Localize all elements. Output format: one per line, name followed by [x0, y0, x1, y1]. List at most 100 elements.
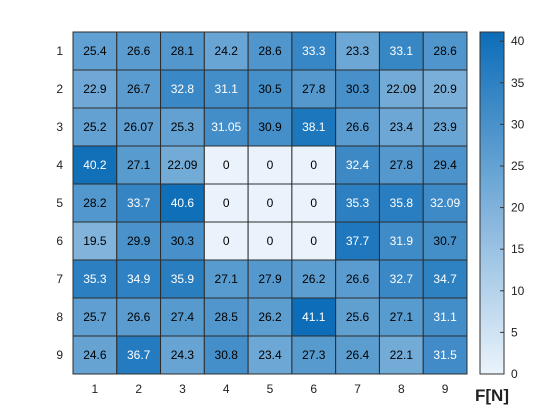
heatmap-cell-label: 33.3: [302, 44, 326, 58]
y-tick-label: 2: [56, 82, 63, 96]
heatmap-cell-label: 26.6: [127, 44, 151, 58]
heatmap-cell-label: 35.3: [83, 272, 107, 286]
heatmap-cell: [247, 107, 293, 147]
heatmap-cell: [72, 145, 118, 185]
heatmap-cell: [160, 69, 205, 109]
heatmap-cell: [160, 297, 205, 337]
heatmap-cell: [72, 69, 118, 109]
heatmap-cell-label: 34.9: [127, 272, 151, 286]
heatmap-cell: [116, 221, 162, 261]
heatmap-cell-label: 22.09: [167, 158, 197, 172]
heatmap-cell-label: 36.7: [127, 348, 151, 362]
heatmap-cell-label: 31.1: [215, 82, 239, 96]
y-tick-label: 4: [56, 158, 63, 172]
heatmap-cell-label: 26.6: [346, 120, 370, 134]
heatmap-cell-label: 27.8: [302, 82, 326, 96]
heatmap-cell-label: 0: [310, 196, 317, 210]
x-tick-label: 9: [442, 382, 449, 396]
heatmap-cell: [291, 31, 337, 71]
heatmap-cell: [422, 297, 468, 337]
heatmap-cell-label: 34.7: [433, 272, 457, 286]
colorbar-label: F[N]: [475, 386, 509, 405]
y-tick-label: 8: [56, 310, 63, 324]
heatmap-cell: [116, 259, 162, 299]
heatmap-cell: [160, 335, 205, 375]
colorbar-tick-label: 20: [511, 201, 525, 215]
heatmap-cell-label: 32.4: [346, 158, 370, 172]
heatmap-cell-label: 19.5: [83, 234, 107, 248]
heatmap-cell-label: 0: [267, 196, 274, 210]
heatmap-cell: [203, 183, 249, 223]
heatmap-cell: [203, 335, 249, 375]
heatmap-cell-label: 33.7: [127, 196, 151, 210]
heatmap-cell-label: 26.07: [124, 120, 154, 134]
heatmap-cell: [116, 31, 162, 71]
y-tick-label: 9: [56, 348, 63, 362]
heatmap-cell: [422, 183, 468, 223]
heatmap-cell: [72, 183, 118, 223]
heatmap-cell: [72, 297, 118, 337]
colorbar-tick-label: 40: [511, 34, 525, 48]
heatmap-cell-label: 30.5: [258, 82, 282, 96]
x-tick-label: 6: [310, 382, 317, 396]
heatmap-cell-label: 25.4: [83, 44, 107, 58]
heatmap-cell-label: 30.3: [346, 82, 370, 96]
x-tick-label: 8: [398, 382, 405, 396]
heatmap-cell-label: 38.1: [302, 120, 326, 134]
heatmap-cell-label: 32.8: [171, 82, 195, 96]
heatmap-cell-label: 0: [223, 158, 230, 172]
heatmap-cell: [422, 107, 468, 147]
heatmap-cell-label: 0: [223, 196, 230, 210]
heatmap-cell-label: 26.4: [346, 348, 370, 362]
heatmap-cell: [116, 145, 162, 185]
heatmap-cell: [335, 297, 380, 337]
heatmap-cell-label: 0: [223, 234, 230, 248]
heatmap-cell-label: 26.7: [127, 82, 151, 96]
heatmap-cell: [160, 107, 205, 147]
heatmap-cell-label: 37.7: [346, 234, 370, 248]
colorbar-tick-label: 10: [511, 284, 525, 298]
heatmap-cell-label: 27.4: [171, 310, 195, 324]
heatmap-cell-label: 40.6: [171, 196, 195, 210]
heatmap-cell: [160, 221, 205, 261]
heatmap-cell-label: 26.2: [258, 310, 282, 324]
heatmap-cell-label: 31.05: [211, 120, 241, 134]
colorbar-tick-label: 15: [511, 242, 525, 256]
heatmap-cell-label: 24.6: [83, 348, 107, 362]
heatmap-cell-label: 26.6: [346, 272, 370, 286]
heatmap-cell: [116, 335, 162, 375]
heatmap-cell-label: 27.9: [258, 272, 282, 286]
heatmap-cell-label: 22.9: [83, 82, 107, 96]
colorbar-tick-label: 30: [511, 117, 525, 131]
heatmap-cell-label: 28.5: [215, 310, 239, 324]
y-tick-label: 3: [56, 120, 63, 134]
heatmap-cell: [291, 183, 337, 223]
heatmap-cell-label: 33.1: [390, 44, 414, 58]
heatmap-cell: [378, 31, 424, 71]
heatmap-cell-label: 0: [267, 158, 274, 172]
x-tick-label: 5: [267, 382, 274, 396]
heatmap-cell: [422, 145, 468, 185]
heatmap-cell: [203, 145, 249, 185]
heatmap-cell-label: 31.9: [390, 234, 414, 248]
heatmap-cell-label: 35.9: [171, 272, 195, 286]
heatmap-cell: [203, 221, 249, 261]
heatmap-cell-label: 30.8: [215, 348, 239, 362]
y-tick-label: 6: [56, 234, 63, 248]
y-tick-label: 1: [56, 44, 63, 58]
heatmap-cell: [291, 221, 337, 261]
heatmap-cell-label: 26.6: [127, 310, 151, 324]
heatmap-cell: [335, 335, 380, 375]
heatmap-cell-label: 23.4: [258, 348, 282, 362]
heatmap-cell-label: 32.09: [430, 196, 460, 210]
heatmap-cell-label: 30.7: [433, 234, 457, 248]
heatmap-cell-label: 28.6: [258, 44, 282, 58]
heatmap-cell-label: 25.7: [83, 310, 107, 324]
heatmap-cell: [247, 259, 293, 299]
heatmap-cell-label: 35.3: [346, 196, 370, 210]
heatmap-cell: [422, 69, 468, 109]
heatmap-cell-label: 20.9: [433, 82, 457, 96]
heatmap-cell-label: 28.6: [433, 44, 457, 58]
heatmap-grid: 25.4 26.6 28.1 24.2 28.6 33.3 23.3 33.1 28.6 22.9…: [72, 31, 468, 375]
